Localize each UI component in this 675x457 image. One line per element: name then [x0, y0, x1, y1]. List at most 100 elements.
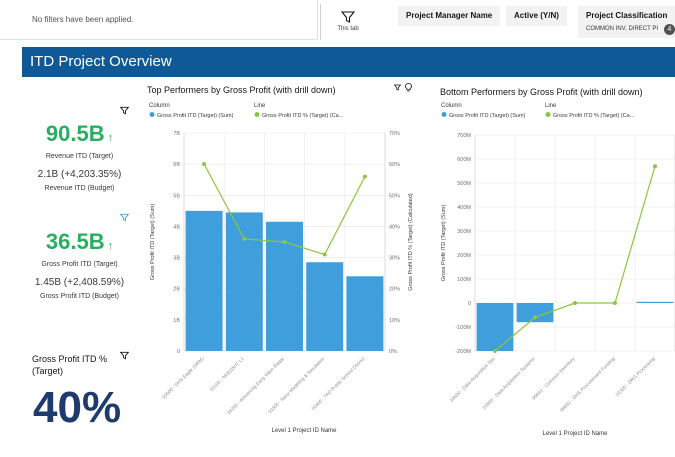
filter-chip-project-manager[interactable]: Project Manager Name — [398, 6, 501, 26]
filter-icon[interactable] — [120, 351, 129, 360]
legend-line-heading: Line — [254, 103, 266, 109]
line-point — [533, 315, 537, 320]
filter-icon — [341, 11, 355, 23]
lightbulb-icon[interactable] — [405, 83, 412, 92]
chip-label: Active (Y/N) — [514, 11, 559, 20]
y-tick-label: 700M — [457, 133, 471, 139]
kpi-value: 36.5B — [45, 229, 105, 254]
x-tick-label: 10300 - DRG Processing — [614, 356, 656, 398]
y-tick-label: 1B — [173, 318, 180, 324]
chip-label: Project Classification — [586, 11, 668, 20]
top-performers-chart: Column Gross Profit ITD (Target) (Sum) L… — [149, 103, 414, 434]
up-arrow-icon: ↑ — [107, 240, 114, 252]
kpi-revenue-label: Revenue ITD (Target) — [45, 153, 114, 160]
filter-icon[interactable] — [120, 213, 129, 222]
filter-divider — [320, 4, 321, 40]
line-point — [573, 301, 577, 305]
bar — [346, 276, 384, 351]
this-tab-filter-button[interactable]: This tab — [334, 10, 362, 38]
y-tick-label: 0 — [177, 349, 180, 355]
y-tick-label: 6B — [173, 162, 180, 168]
bar — [185, 210, 223, 351]
filter-chip-active[interactable]: Active (Y/N) — [506, 6, 567, 26]
line-point — [242, 236, 247, 241]
y-axis-title: Gross Profit ITD (Target) (Sum) — [150, 204, 156, 281]
bottom-performers-title: Bottom Performers by Gross Profit (with … — [440, 87, 643, 97]
y-tick-label: 300M — [457, 229, 471, 235]
y2-axis-title: Gross Profit ITD % (Target) (Calculated) — [408, 193, 414, 291]
bar — [306, 262, 344, 351]
x-tick-label: 10000 - DHS Eagle (DRM) — [161, 356, 206, 401]
x-axis-title: Level 1 Project ID Name — [542, 431, 608, 437]
line-point — [653, 164, 657, 169]
y-tick-label: 200M — [457, 253, 471, 259]
y-tick-label: 400M — [457, 205, 471, 211]
y2-tick-label: 50% — [389, 193, 400, 199]
y-tick-label: -100M — [455, 325, 471, 331]
y2-tick-label: 60% — [389, 162, 400, 168]
line-point — [322, 252, 327, 257]
x-tick-label: 10100 - NEEDS/IT L1 — [209, 356, 246, 393]
kpi-gross-profit-label: Gross Profit ITD (Target) — [41, 261, 118, 268]
gross-profit-pct-value: 40% — [33, 383, 122, 432]
pct-title-line: Gross Profit ITD % — [32, 354, 108, 364]
top-performers-title: Top Performers by Gross Profit (with dri… — [147, 85, 336, 95]
kpi-gross-profit-value: 36.5B ↑ — [22, 229, 137, 255]
x-tick-label: 10600 - Data Acquisition Sys — [449, 356, 497, 404]
bottom-performers-chart: Column Gross Profit ITD (Target) (Sum) L… — [441, 103, 675, 437]
y2-tick-label: 70% — [389, 131, 400, 137]
pct-title-line: (Target) — [32, 366, 64, 376]
x-axis-title: Level 1 Project ID Name — [271, 428, 337, 434]
y-tick-label: 5B — [173, 193, 180, 199]
chip-value: COMMON INV, DIRECT PI — [586, 26, 659, 32]
no-filters-text: No filters have been applied. — [32, 15, 134, 24]
y-tick-label: 3B — [173, 256, 180, 262]
y2-tick-label: 10% — [389, 318, 400, 324]
line-point — [613, 301, 617, 305]
this-tab-label: This tab — [337, 26, 359, 32]
bar — [225, 212, 263, 351]
y-tick-label: -200M — [455, 349, 471, 355]
kpi-gross-profit-budget: 1.45B (+2,408.59%) — [34, 277, 125, 288]
y-tick-label: 4B — [173, 224, 180, 230]
chip-count-badge: 4 — [664, 24, 675, 35]
kpi-value: 90.5B — [45, 121, 105, 146]
legend-bar-swatch — [149, 112, 155, 117]
line-point — [362, 174, 367, 179]
kpi-revenue-budget: 2.1B (+4,203.35%) — [37, 169, 122, 180]
kpi-revenue-value: 90.5B ↑ — [22, 121, 137, 147]
legend-bar-swatch — [441, 112, 447, 117]
y2-tick-label: 40% — [389, 224, 400, 230]
kpi-revenue-budget-label: Revenue ITD (Budget) — [44, 185, 115, 192]
page-title-banner: ITD Project Overview — [22, 47, 675, 77]
y2-tick-label: 30% — [389, 256, 400, 262]
y-tick-label: 600M — [457, 157, 471, 163]
legend-column-heading: Column — [149, 103, 170, 109]
bar — [636, 301, 674, 303]
chip-label: Project Manager Name — [406, 11, 493, 20]
bar — [516, 303, 554, 323]
y-tick-label: 100M — [457, 277, 471, 283]
up-arrow-icon: ↑ — [107, 132, 114, 144]
filter-icon[interactable] — [394, 84, 401, 91]
legend-line-label: Gross Profit ITD % (Target) (Ca... — [553, 113, 635, 119]
y-tick-label: 2B — [173, 287, 180, 293]
y-tick-label: 0 — [468, 301, 471, 307]
y-axis-title: Gross Profit ITD (Target) (Sum) — [441, 205, 447, 282]
legend-column-label: Gross Profit ITD (Target) (Sum) — [157, 113, 234, 119]
kpi-gross-profit-budget-label: Gross Profit ITD (Budget) — [40, 293, 119, 300]
bar — [476, 303, 514, 351]
filter-chip-project-classification[interactable]: Project Classification COMMON INV, DIREC… — [578, 6, 675, 38]
filter-icon[interactable] — [120, 106, 129, 115]
line-point — [282, 240, 287, 244]
legend-line-swatch — [254, 112, 260, 117]
legend-line-swatch — [545, 112, 551, 117]
line-point — [493, 349, 497, 353]
gross-profit-pct-title: Gross Profit ITD % (Target) — [32, 353, 107, 377]
y-tick-label: 7B — [173, 131, 180, 137]
x-tick-label: 99001 - Common Inventory — [531, 356, 577, 402]
legend-line-label: Gross Profit ITD % (Target) (Ca... — [262, 113, 344, 119]
y2-tick-label: 0% — [389, 349, 397, 355]
line-point — [202, 162, 207, 167]
no-filters-panel[interactable]: No filters have been applied. — [0, 0, 318, 40]
